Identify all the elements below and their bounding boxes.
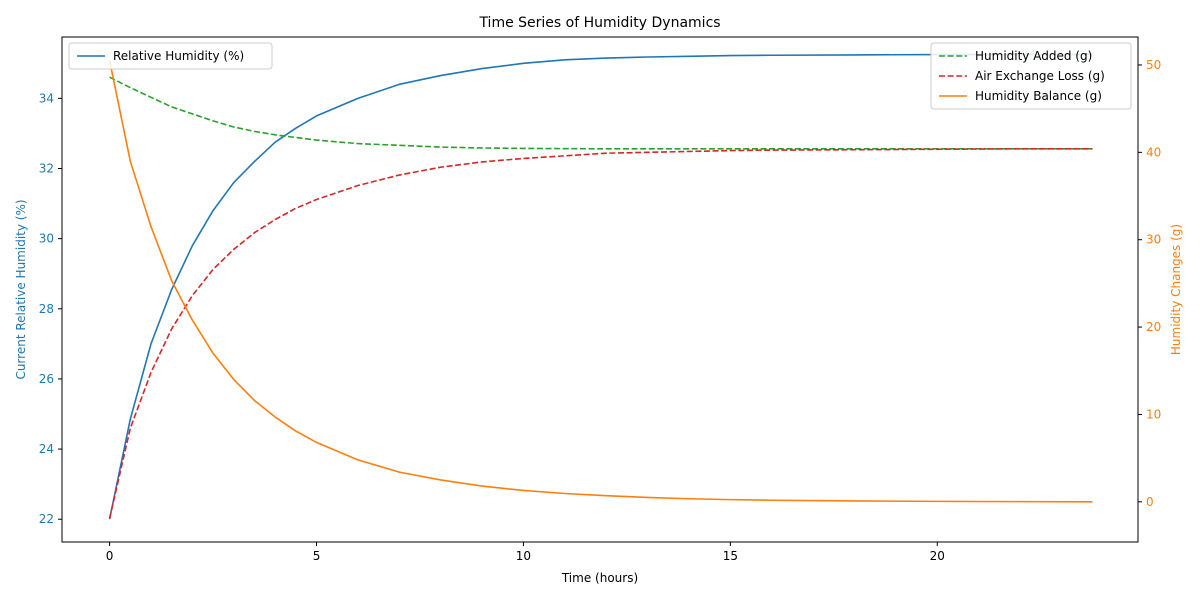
legend-label: Humidity Added (g) [975,49,1092,63]
y-left-tick-label: 32 [39,162,54,176]
y-right-tick-label: 20 [1146,320,1161,334]
y-left-tick-label: 24 [39,442,54,456]
y-axis-right-label: Humidity Changes (g) [1169,224,1183,355]
legend-label: Air Exchange Loss (g) [975,69,1105,83]
y-right-tick-label: 0 [1146,495,1154,509]
legend-label: Relative Humidity (%) [113,49,244,63]
legend-right: Humidity Added (g) Air Exchange Loss (g) H… [930,42,1132,110]
y-axis-left-label: Current Relative Humidity (%) [14,199,28,379]
x-tick-label: 0 [106,549,114,563]
series-layer [108,53,1093,520]
y-right-tick-label: 50 [1146,58,1161,72]
plot-frame [61,36,1139,543]
y-axis-right: 0 10 20 30 40 50 [1138,58,1161,509]
y-left-tick-label: 30 [39,232,54,246]
x-tick-label: 15 [723,549,738,563]
legend-box [68,42,273,70]
y-left-tick-label: 26 [39,372,54,386]
x-tick-label: 10 [516,549,531,563]
x-tick-label: 5 [313,549,321,563]
legend-box [930,42,1132,110]
y-left-tick-label: 28 [39,302,54,316]
legend-left: Relative Humidity (%) [68,42,273,70]
x-axis: 0 5 10 15 20 [106,542,945,563]
legend-label: Humidity Balance (g) [975,89,1102,103]
series-line-1 [108,53,1093,520]
series-line-2 [109,76,1093,150]
y-right-tick-label: 10 [1146,407,1161,421]
series-line-3 [108,148,1093,519]
y-right-tick-label: 30 [1146,233,1161,247]
y-axis-left: 22 24 26 28 30 32 34 [39,91,62,526]
series-line-4 [108,60,1093,503]
x-axis-label: Time (hours) [561,571,638,585]
y-left-tick-label: 22 [39,512,54,526]
y-left-tick-label: 34 [39,91,54,105]
chart-title: Time Series of Humidity Dynamics [478,15,720,31]
x-tick-label: 20 [930,549,945,563]
y-right-tick-label: 40 [1146,145,1161,159]
